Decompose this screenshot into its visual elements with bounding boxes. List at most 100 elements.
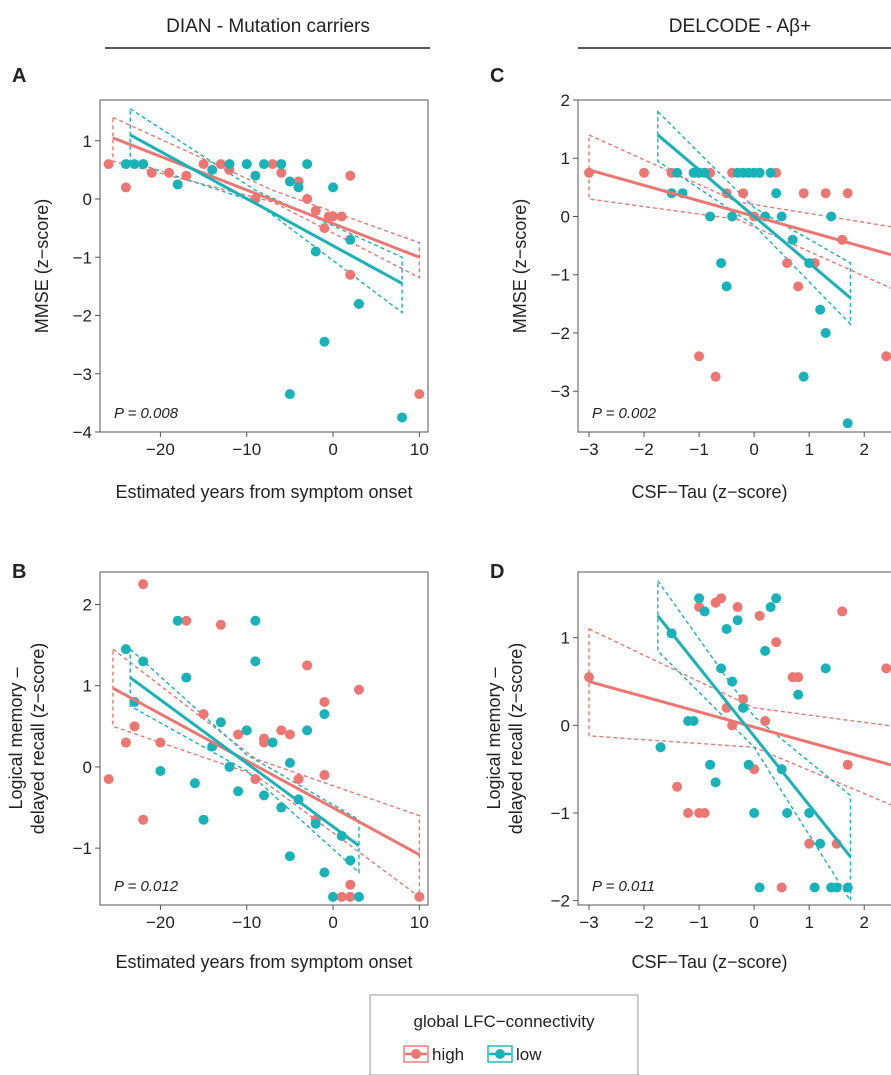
y-tick-label: 1	[83, 132, 92, 151]
data-point-low	[189, 778, 200, 789]
data-point-high	[164, 167, 175, 178]
data-point-high	[276, 725, 287, 736]
data-point-low	[224, 159, 235, 170]
data-point-high	[782, 258, 793, 269]
data-point-low	[716, 258, 727, 269]
data-point-low	[284, 389, 295, 400]
x-tick-label: −1	[689, 913, 708, 932]
data-point-high	[267, 159, 278, 170]
y-tick-label: −2	[551, 324, 570, 343]
data-point-low	[215, 717, 226, 728]
x-tick-label: −2	[634, 913, 653, 932]
y-tick-label: −3	[73, 365, 92, 384]
legend-item-high: high	[403, 1045, 464, 1064]
data-point-high	[276, 167, 287, 178]
data-point-high	[319, 223, 330, 234]
data-point-low	[267, 737, 278, 748]
data-point-high	[776, 882, 787, 893]
data-point-low	[727, 676, 738, 687]
data-point-low	[207, 164, 218, 175]
data-point-low	[776, 211, 787, 222]
legend-title: global LFC−connectivity	[414, 1012, 595, 1031]
y-tick-label: −2	[551, 892, 570, 911]
data-point-high	[181, 170, 192, 181]
data-point-low	[345, 855, 356, 866]
data-point-high	[284, 729, 295, 740]
data-point-low	[302, 159, 313, 170]
data-point-high	[138, 814, 149, 825]
data-point-low	[716, 663, 727, 674]
data-point-low	[284, 757, 295, 768]
legend: global LFC−connectivity high low	[369, 994, 639, 1075]
x-tick-label: −20	[146, 913, 175, 932]
data-point-low	[793, 689, 804, 700]
y-axis-title-line: delayed recall (z−score)	[28, 643, 48, 835]
data-point-high	[584, 672, 595, 683]
data-point-low	[328, 891, 339, 902]
data-point-low	[727, 211, 738, 222]
legend-key-low	[487, 1045, 513, 1063]
x-tick-label: −3	[579, 913, 598, 932]
x-tick-label: 0	[328, 913, 337, 932]
x-tick-label: 2	[859, 913, 868, 932]
data-point-high	[710, 371, 721, 382]
data-point-high	[302, 194, 313, 205]
data-point-low	[710, 777, 721, 788]
legend-label-high: high	[432, 1045, 464, 1064]
data-point-low	[310, 246, 321, 257]
data-point-high	[181, 615, 192, 626]
plot-frame	[577, 99, 891, 433]
x-tick-label: −10	[232, 913, 261, 932]
x-tick-label: 1	[804, 440, 813, 459]
data-point-low	[353, 298, 364, 309]
data-point-high	[738, 188, 749, 199]
data-point-high	[754, 610, 765, 621]
data-point-low	[241, 159, 252, 170]
data-point-low	[721, 623, 732, 634]
fit-line-high	[112, 686, 421, 856]
data-point-high	[215, 619, 226, 630]
data-point-high	[319, 696, 330, 707]
y-tick-label: −1	[73, 839, 92, 858]
y-tick-label: −1	[551, 266, 570, 285]
data-point-high	[820, 188, 831, 199]
x-tick-label: −1	[689, 440, 708, 459]
y-axis-title: MMSE (z−score)	[510, 199, 530, 334]
data-point-low	[815, 838, 826, 849]
data-point-low	[345, 234, 356, 245]
legend-marker-low	[495, 1049, 505, 1059]
data-point-low	[293, 182, 304, 193]
data-point-low	[302, 725, 313, 736]
ci-band-low	[129, 647, 360, 875]
data-point-low	[699, 606, 710, 617]
data-point-high	[842, 759, 853, 770]
data-point-low	[250, 615, 261, 626]
data-point-low	[771, 188, 782, 199]
data-point-low	[310, 818, 321, 829]
data-point-low	[138, 159, 149, 170]
x-axis-title: Estimated years from symptom onset	[115, 482, 412, 502]
panel-letter: C	[490, 65, 504, 87]
data-point-low	[787, 234, 798, 245]
data-point-low	[809, 882, 820, 893]
data-point-low	[765, 167, 776, 178]
p-value-label: P = 0.012	[114, 878, 179, 895]
data-point-low	[688, 715, 699, 726]
x-tick-label: −20	[146, 440, 175, 459]
data-point-high	[146, 167, 157, 178]
plot-frame	[99, 571, 429, 906]
data-point-high	[302, 660, 313, 671]
data-point-low	[705, 759, 716, 770]
group-title-delcode: DELCODE - Aβ+	[669, 16, 811, 37]
x-tick-label: 1	[804, 913, 813, 932]
data-point-high	[293, 774, 304, 785]
y-axis-title: MMSE (z−score)	[32, 199, 52, 334]
data-point-high	[683, 807, 694, 818]
data-point-high	[584, 167, 595, 178]
plot-frame	[577, 571, 891, 906]
fit-line-low	[656, 133, 852, 300]
data-point-low	[397, 412, 408, 423]
